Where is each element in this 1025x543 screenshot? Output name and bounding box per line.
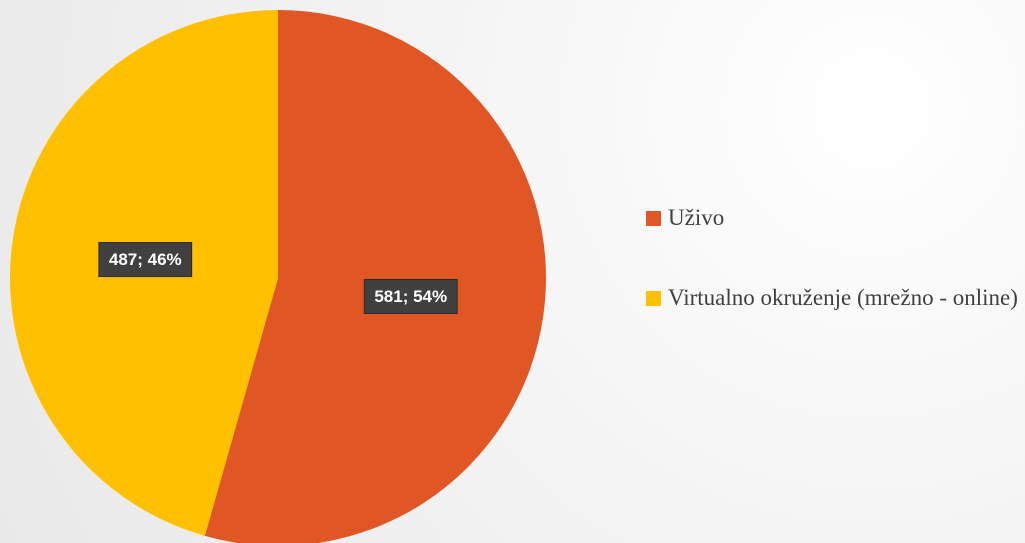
legend-swatch (646, 211, 661, 226)
pie-slice (204, 10, 546, 543)
data-label: 487; 46% (98, 242, 193, 278)
legend-item: Uživo (640, 204, 1025, 232)
legend-label: Uživo (668, 205, 725, 230)
data-label-text: 581; 54% (374, 287, 447, 306)
legend-swatch (646, 291, 661, 306)
data-label-box (363, 278, 458, 314)
legend: Uživo Virtualno okruženje (mrežno - onlin… (640, 204, 1025, 364)
data-label: 581; 54% (363, 278, 458, 314)
data-label-box (98, 242, 193, 278)
legend-item: Virtualno okruženje (mrežno - online) (640, 284, 1025, 312)
legend-label: Virtualno okruženje (mrežno - online) (668, 285, 1018, 310)
data-label-text: 487; 46% (109, 250, 182, 269)
